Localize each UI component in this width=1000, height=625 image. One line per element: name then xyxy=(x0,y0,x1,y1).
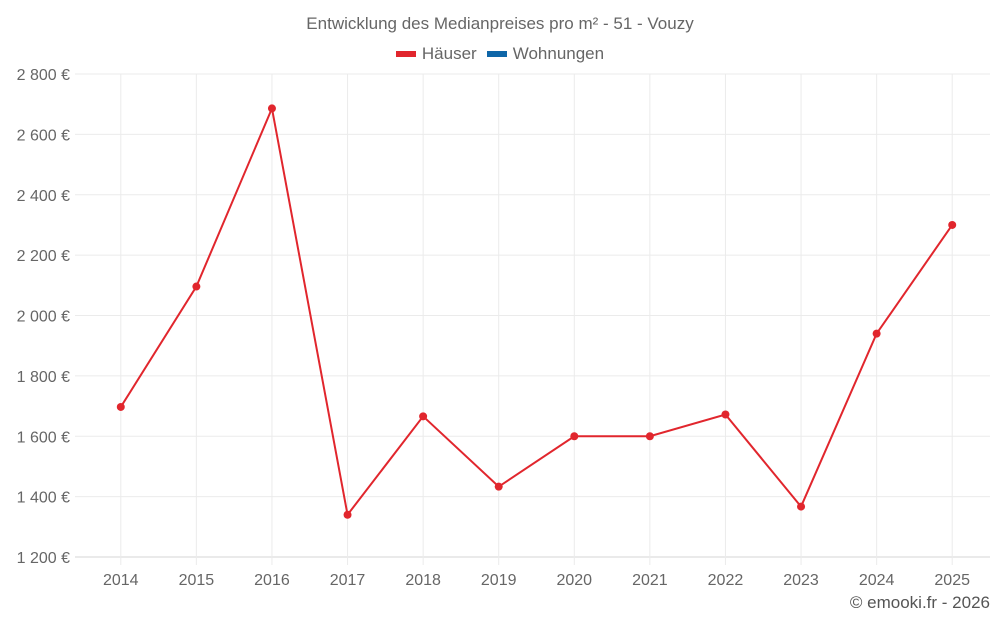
y-tick-label: 2 600 € xyxy=(17,127,70,144)
legend-label-apartments: Wohnungen xyxy=(512,44,605,63)
y-tick-label: 1 200 € xyxy=(17,550,70,567)
data-point[interactable] xyxy=(419,412,428,421)
y-tick-label: 1 400 € xyxy=(17,490,70,507)
x-tick-label: 2019 xyxy=(481,572,517,589)
x-tick-label: 2022 xyxy=(708,572,744,589)
data-point[interactable] xyxy=(645,432,654,441)
data-point[interactable] xyxy=(192,282,201,291)
x-tick-label: 2017 xyxy=(330,572,366,589)
chart-title: Entwicklung des Medianpreises pro m² - 5… xyxy=(306,14,694,33)
x-axis: 2014 2015 2016 2017 2018 2019 2020 2021 2022 2023… xyxy=(103,572,970,589)
y-tick-label: 2 800 € xyxy=(17,67,70,84)
y-tick-label: 2 200 € xyxy=(17,248,70,265)
y-tick-label: 2 400 € xyxy=(17,188,70,205)
legend: Häuser Wohnungen xyxy=(0,44,1000,64)
x-tick-label: 2024 xyxy=(859,572,895,589)
y-tick-label: 2 000 € xyxy=(17,309,70,326)
data-point[interactable] xyxy=(343,510,352,519)
data-point[interactable] xyxy=(797,502,806,511)
x-tick-label: 2023 xyxy=(783,572,819,589)
data-point[interactable] xyxy=(267,104,276,113)
legend-item-apartments[interactable]: Wohnungen xyxy=(486,44,605,64)
y-tick-label: 1 800 € xyxy=(17,369,70,386)
x-tick-label: 2015 xyxy=(179,572,215,589)
y-tick-label: 1 600 € xyxy=(17,429,70,446)
legend-swatch-apartments xyxy=(486,51,507,57)
x-tick-label: 2020 xyxy=(556,572,592,589)
y-axis: 1 200 € 1 400 € 1 600 € 1 800 € 2 000 € 2 200… xyxy=(17,67,70,567)
data-point[interactable] xyxy=(570,432,579,441)
data-point[interactable] xyxy=(494,482,503,491)
data-point[interactable] xyxy=(872,329,881,338)
x-tick-label: 2018 xyxy=(405,572,441,589)
x-tick-label: 2021 xyxy=(632,572,668,589)
data-point[interactable] xyxy=(116,402,125,411)
x-tick-label: 2016 xyxy=(254,572,290,589)
x-tick-label: 2025 xyxy=(934,572,970,589)
copyright: © emooki.fr - 2026 xyxy=(849,593,990,612)
x-tick-label: 2014 xyxy=(103,572,139,589)
data-point[interactable] xyxy=(948,220,957,229)
legend-swatch-houses xyxy=(395,51,416,57)
legend-label-houses: Häuser xyxy=(421,44,477,63)
data-point[interactable] xyxy=(721,410,730,419)
legend-item-houses[interactable]: Häuser xyxy=(395,44,477,64)
grid-lines xyxy=(75,73,990,565)
series-houses xyxy=(116,104,957,519)
